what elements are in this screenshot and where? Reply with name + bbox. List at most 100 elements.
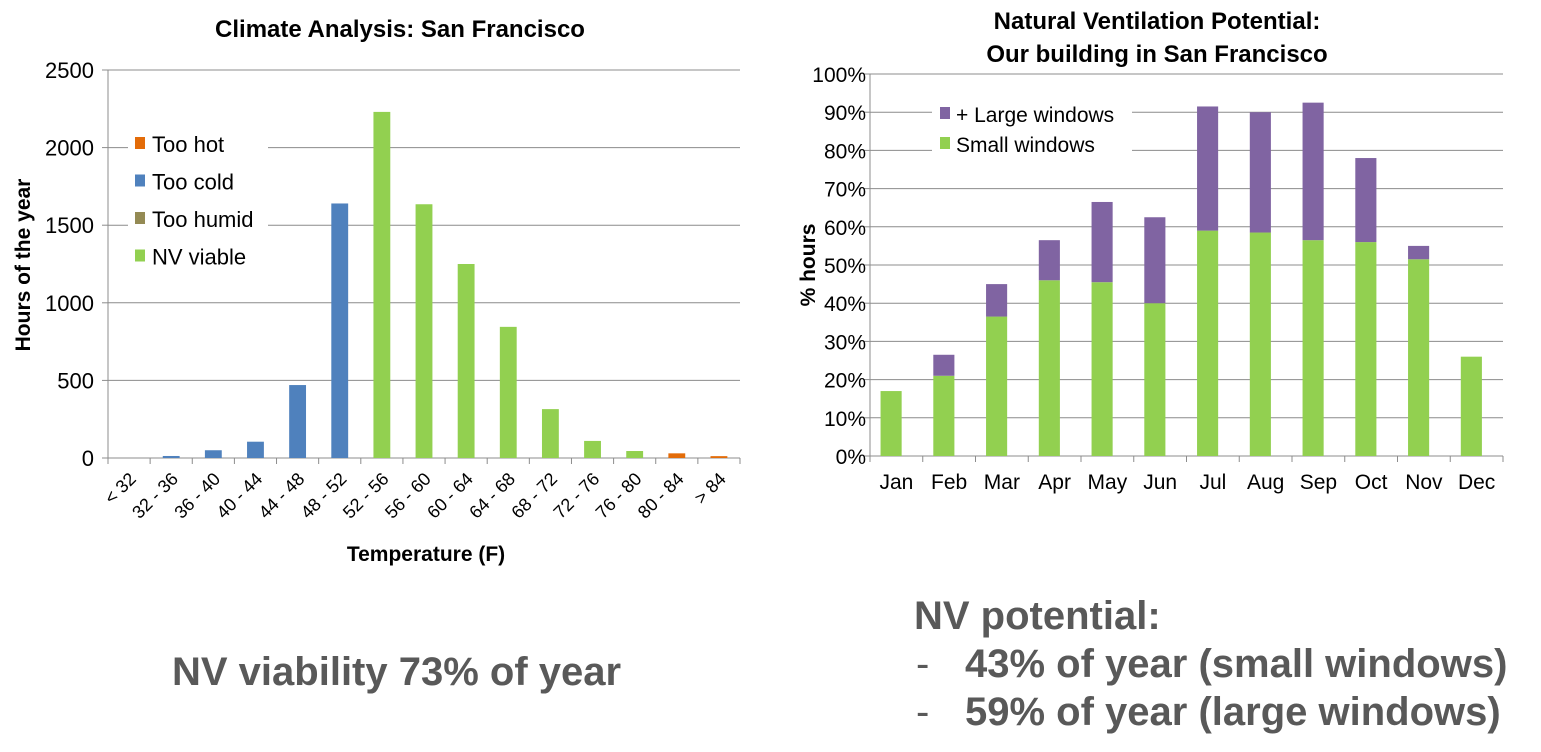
- x-tick-label: Apr: [1038, 471, 1071, 494]
- legend-background: [128, 128, 268, 273]
- x-tick-label: Jul: [1199, 471, 1226, 494]
- bar-large-windows: [1355, 158, 1377, 243]
- y-tick-label: 60%: [824, 217, 866, 240]
- x-tick-label: 52 - 56: [339, 469, 393, 523]
- x-tick-label: Aug: [1247, 471, 1284, 494]
- summary-right-bullet-2: -: [916, 690, 930, 734]
- x-tick-label: 40 - 44: [213, 469, 267, 523]
- legend-label: Small windows: [956, 134, 1095, 157]
- summary-right-item-1: 43% of year (small windows): [965, 642, 1508, 686]
- bar-small-windows: [1197, 230, 1219, 456]
- x-tick-label: > 84: [690, 469, 729, 508]
- bar-large-windows: [1144, 217, 1166, 304]
- y-tick-label: 2000: [45, 136, 94, 161]
- legend-label: Too cold: [152, 170, 234, 195]
- x-tick-label: 76 - 80: [592, 469, 646, 523]
- y-tick-label: 0%: [836, 446, 866, 469]
- x-tick-label: Mar: [984, 471, 1020, 494]
- x-tick-label: 68 - 72: [507, 469, 561, 523]
- y-tick-label: 0: [82, 446, 94, 471]
- bar-too-cold: [289, 385, 307, 458]
- y-tick-label: 1500: [45, 213, 94, 238]
- y-tick-label: 50%: [824, 255, 866, 278]
- legend-swatch: [135, 137, 145, 149]
- y-tick-label: 90%: [824, 102, 866, 125]
- legend-background: [932, 98, 1132, 162]
- x-tick-label: 48 - 52: [297, 469, 351, 523]
- bar-nv-viable: [415, 204, 433, 458]
- bar-large-windows: [986, 284, 1008, 317]
- x-tick-label: 36 - 40: [170, 469, 224, 523]
- bar-small-windows: [933, 375, 955, 456]
- bar-small-windows: [1460, 356, 1482, 456]
- x-tick-label: Nov: [1405, 471, 1443, 494]
- x-tick-label: 60 - 64: [423, 469, 477, 523]
- bar-large-windows: [933, 354, 955, 376]
- bar-small-windows: [1302, 240, 1324, 456]
- bar-small-windows: [1249, 232, 1271, 456]
- y-tick-label: 70%: [824, 179, 866, 202]
- bar-large-windows: [1408, 245, 1430, 260]
- x-tick-label: Dec: [1458, 471, 1495, 494]
- bar-nv-viable: [373, 111, 391, 459]
- legend-label: NV viable: [152, 245, 246, 270]
- legend-swatch: [940, 107, 950, 119]
- bar-nv-viable: [584, 440, 601, 458]
- x-tick-label: Sep: [1300, 471, 1337, 494]
- summary-right-heading: NV potential:: [914, 594, 1161, 638]
- bar-small-windows: [1038, 280, 1060, 456]
- summary-right-item-2: 59% of year (large windows): [965, 690, 1501, 734]
- bar-too-cold: [331, 203, 349, 458]
- y-axis-label: % hours: [797, 224, 820, 307]
- bar-nv-viable: [541, 409, 559, 458]
- y-tick-label: 10%: [824, 408, 866, 431]
- legend-swatch: [135, 249, 145, 262]
- y-tick-label: 80%: [824, 140, 866, 163]
- bar-small-windows: [986, 316, 1008, 456]
- bar-too-cold: [162, 455, 180, 458]
- y-tick-label: 1000: [45, 291, 94, 316]
- bar-too-hot: [668, 453, 686, 458]
- bar-small-windows: [1408, 259, 1430, 456]
- legend-label: + Large windows: [956, 104, 1114, 127]
- x-tick-label: May: [1088, 471, 1128, 494]
- y-tick-label: 40%: [824, 293, 866, 316]
- x-tick-label: Jan: [879, 471, 913, 494]
- bar-small-windows: [1144, 303, 1166, 456]
- x-tick-label: 56 - 60: [381, 469, 435, 523]
- x-tick-label: 72 - 76: [550, 469, 604, 523]
- bar-large-windows: [1038, 240, 1060, 281]
- bar-large-windows: [1249, 112, 1271, 233]
- bar-nv-viable: [626, 451, 644, 458]
- summary-left: NV viability 73% of year: [172, 650, 622, 694]
- legend-swatch: [940, 137, 950, 149]
- x-tick-label: 64 - 68: [465, 469, 519, 523]
- x-tick-label: 80 - 84: [634, 469, 688, 523]
- bar-too-cold: [204, 450, 222, 458]
- bar-nv-viable: [499, 326, 517, 458]
- bar-small-windows: [1091, 282, 1113, 456]
- legend-label: Too hot: [152, 132, 224, 157]
- summary-right-bullet-1: -: [916, 642, 930, 686]
- chart-title: Climate Analysis: San Francisco: [215, 16, 585, 43]
- x-tick-label: 44 - 48: [255, 469, 309, 523]
- x-axis-label: Temperature (F): [347, 543, 505, 566]
- chart-title: Natural Ventilation Potential:: [994, 8, 1321, 35]
- bar-too-hot: [710, 456, 728, 458]
- legend-swatch: [135, 212, 145, 224]
- y-axis-label: Hours of the year: [12, 179, 35, 352]
- legend-label: Too humid: [152, 207, 254, 232]
- bar-nv-viable: [457, 264, 475, 458]
- y-tick-label: 100%: [812, 64, 866, 87]
- bar-large-windows: [1197, 106, 1219, 231]
- bar-large-windows: [1302, 102, 1324, 241]
- bar-large-windows: [1091, 201, 1113, 283]
- chart-subtitle: Our building in San Francisco: [986, 41, 1327, 68]
- legend-swatch: [135, 174, 145, 187]
- x-tick-label: Jun: [1143, 471, 1177, 494]
- x-tick-label: Feb: [931, 471, 967, 494]
- x-tick-label: Oct: [1355, 471, 1388, 494]
- y-tick-label: 30%: [824, 331, 866, 354]
- y-tick-label: 500: [57, 368, 94, 393]
